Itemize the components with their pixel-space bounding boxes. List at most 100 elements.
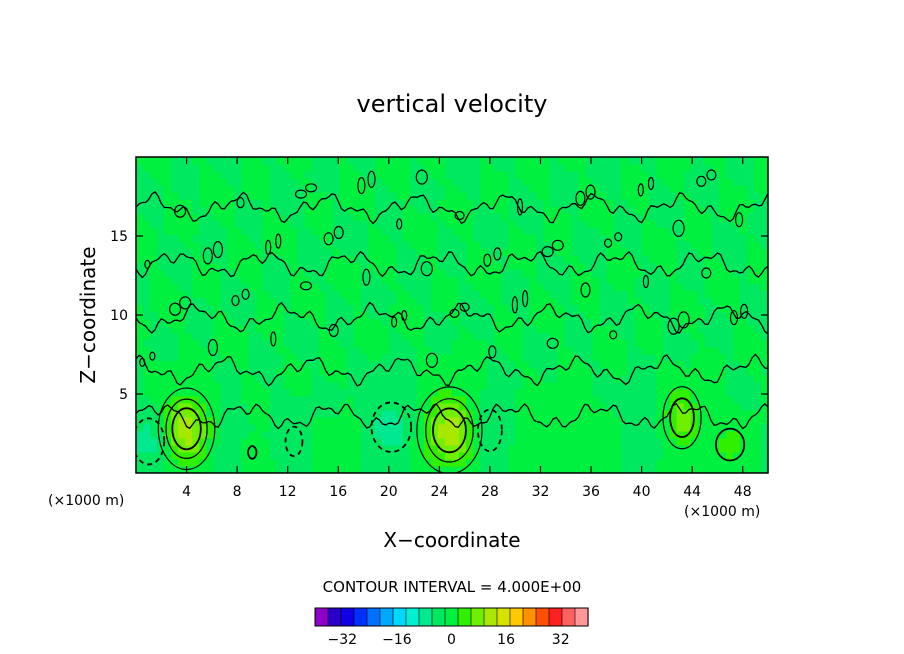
- field-cell-1781: [634, 332, 643, 341]
- x-tick-label-9: 40: [633, 484, 651, 500]
- field-cell-3133: [648, 227, 657, 235]
- field-cell-1550: [276, 346, 285, 355]
- field-cell-2241: [704, 297, 713, 306]
- field-cell-999: [199, 388, 207, 397]
- field-cell-3186: [388, 220, 397, 228]
- field-cell-2607: [746, 269, 755, 277]
- field-cell-3026: [529, 234, 537, 242]
- field-cell-1439: [760, 360, 768, 369]
- field-cell-3453: [367, 199, 376, 207]
- field-cell-3830: [487, 171, 495, 179]
- field-cell-3564: [515, 192, 523, 200]
- field-cell-2450: [276, 276, 285, 284]
- field-cell-3970: [206, 157, 214, 165]
- field-cell-2250: [136, 290, 144, 299]
- field-cell-1174: [164, 374, 172, 383]
- field-cell-2762: [571, 255, 579, 263]
- field-cell-1778: [613, 332, 622, 341]
- field-cell-1307: [466, 367, 474, 376]
- field-cell-3283: [437, 213, 446, 221]
- field-cell-908: [192, 395, 200, 404]
- field-cell-2650: [416, 262, 425, 270]
- field-cell-1836: [388, 325, 397, 334]
- field-cell-3994: [374, 157, 383, 165]
- field-cell-2499: [620, 276, 629, 284]
- field-cell-95: [171, 458, 179, 467]
- field-cell-1043: [508, 388, 516, 397]
- field-cell-3007: [395, 234, 404, 242]
- field-cell-396: [388, 437, 397, 446]
- field-cell-2899: [269, 241, 278, 249]
- field-cell-3568: [543, 192, 551, 200]
- field-cell-184: [164, 451, 172, 460]
- field-cell-1089: [199, 381, 207, 390]
- field-cell-3870: [136, 164, 144, 172]
- field-cell-3667: [606, 185, 615, 193]
- field-cell-536: [739, 430, 748, 439]
- field-cell-3451: [353, 199, 362, 207]
- field-cell-2307: [536, 290, 544, 299]
- field-cell-490: [416, 430, 425, 439]
- field-cell-98: [192, 458, 200, 467]
- field-cell-3468: [473, 199, 481, 207]
- field-cell-1691: [634, 339, 643, 348]
- field-cell-3812: [360, 171, 369, 179]
- field-cell-2775: [662, 255, 671, 263]
- field-cell-2137: [606, 304, 615, 313]
- field-cell-1460: [276, 353, 285, 362]
- field-cell-590: [487, 423, 495, 432]
- field-cell-898: [753, 402, 762, 411]
- field-cell-2819: [339, 248, 348, 256]
- field-cell-3315: [662, 213, 671, 221]
- field-cell-1010: [276, 388, 285, 397]
- field-cell-2553: [367, 269, 376, 277]
- field-cell-3766: [669, 178, 678, 186]
- field-cell-977: [676, 395, 685, 404]
- field-cell-1024: [374, 388, 383, 397]
- field-cell-83: [718, 465, 727, 473]
- field-cell-3017: [466, 234, 474, 242]
- field-cell-3696: [178, 178, 186, 186]
- field-cell-1178: [192, 374, 200, 383]
- field-cell-3819: [409, 171, 418, 179]
- field-cell-817: [185, 402, 193, 411]
- field-cell-348: [683, 444, 692, 453]
- field-cell-2061: [704, 311, 713, 320]
- field-cell-521: [634, 430, 643, 439]
- field-cell-425: [592, 437, 601, 446]
- field-cell-2255: [171, 290, 179, 299]
- field-cell-3650: [487, 185, 495, 193]
- field-cell-1693: [648, 339, 657, 348]
- field-cell-2467: [395, 276, 404, 284]
- field-cell-3168: [262, 220, 271, 228]
- field-cell-1185: [241, 374, 249, 383]
- field-cell-1360: [206, 360, 214, 369]
- field-cell-3479: [550, 199, 558, 207]
- field-cell-2964: [725, 241, 734, 249]
- field-cell-905: [171, 395, 179, 404]
- field-cell-3043: [648, 234, 657, 242]
- field-cell-3336: [178, 206, 186, 214]
- field-cell-3646: [459, 185, 467, 193]
- field-cell-3988: [332, 157, 341, 165]
- field-cell-2711: [213, 255, 221, 263]
- field-cell-2300: [487, 290, 495, 299]
- field-cell-3284: [444, 213, 453, 221]
- field-cell-1621: [143, 339, 151, 348]
- field-cell-3398: [613, 206, 622, 214]
- field-cell-39: [409, 465, 418, 473]
- field-cell-3684: [725, 185, 734, 193]
- field-cell-4003: [437, 157, 446, 165]
- field-cell-1820: [276, 325, 285, 334]
- colorbar-box-12: [470, 607, 485, 627]
- field-cell-3581: [634, 192, 643, 200]
- field-cell-3700: [206, 178, 214, 186]
- field-cell-614: [655, 423, 664, 432]
- field-cell-965: [592, 395, 601, 404]
- field-cell-3778: [753, 178, 762, 186]
- field-cell-2452: [290, 276, 299, 284]
- field-cell-746: [318, 409, 327, 418]
- field-cell-1556: [318, 346, 327, 355]
- field-cell-3536: [318, 192, 327, 200]
- field-cell-2999: [339, 234, 348, 242]
